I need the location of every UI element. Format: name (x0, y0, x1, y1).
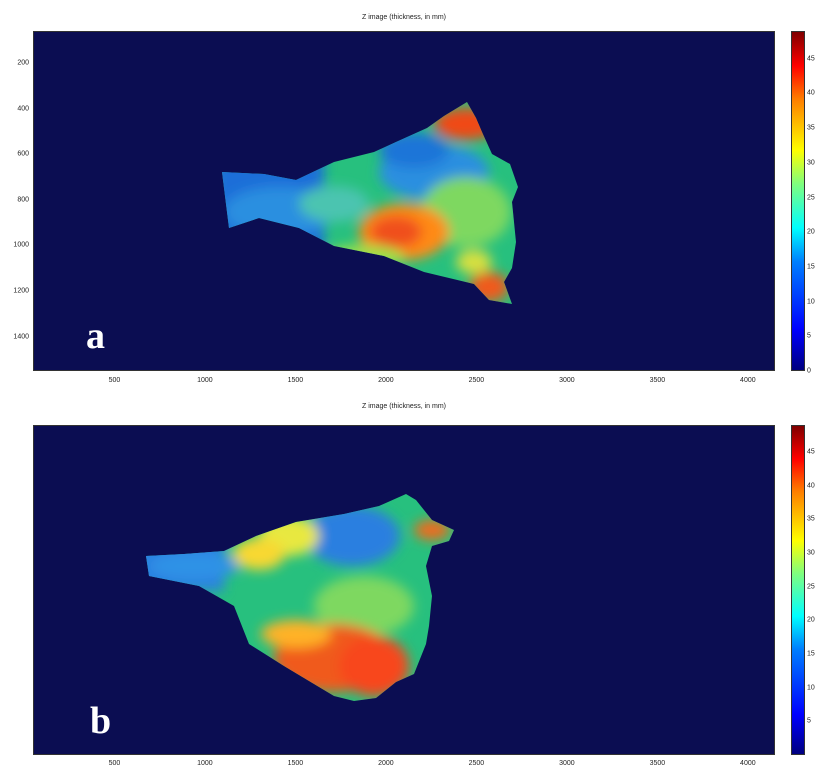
colorbar-tick-label: 0 (807, 367, 811, 375)
colorbar-tick-label: 10 (807, 298, 815, 306)
y-tick-label: 1200 (13, 287, 29, 295)
colorbar-tick-label: 40 (807, 482, 815, 490)
colorbar-tick-label: 35 (807, 515, 815, 523)
x-tick-label: 1000 (197, 760, 213, 767)
colorbar (791, 31, 805, 371)
x-tick-label: 2500 (468, 760, 485, 767)
colorbar-tick-label: 25 (807, 583, 815, 591)
x-tick-label: 1000 (197, 377, 213, 384)
colorbar-tick-label: 30 (807, 549, 815, 557)
y-tick-label: 400 (17, 105, 29, 113)
y-tick-label: 1400 (13, 333, 29, 341)
x-tick-label: 2000 (378, 377, 394, 384)
colorbar-tick-label: 5 (807, 717, 811, 725)
colorbar-tick-label: 45 (807, 55, 815, 63)
colorbar (791, 425, 805, 755)
x-tick-label: 500 (108, 760, 121, 767)
panel-label: a (86, 315, 105, 357)
x-tick-label: 2000 (378, 760, 394, 767)
colorbar-tick-label: 15 (807, 650, 815, 658)
y-tick-label: 600 (17, 150, 29, 158)
chart-title: Z image (thickness, in mm) (361, 403, 447, 410)
chart-title: Z image (thickness, in mm) (361, 14, 447, 21)
panel-label: b (90, 700, 112, 742)
x-tick-label: 1500 (287, 377, 304, 384)
x-tick-label: 3500 (649, 377, 666, 384)
colorbar-tick-label: 20 (807, 616, 815, 624)
colorbar-tick-label: 10 (807, 684, 815, 692)
x-tick-label: 500 (108, 377, 121, 384)
panel-b: Z image (thickness, in mm) (0, 388, 822, 777)
y-tick-label: 800 (17, 196, 29, 204)
thickness-map (222, 102, 518, 304)
y-tick-label: 200 (17, 59, 29, 67)
x-tick-label: 4000 (740, 377, 756, 384)
x-tick-label: 2500 (468, 377, 485, 384)
colorbar-tick-label: 45 (807, 448, 815, 456)
y-tick-label: 1000 (13, 241, 29, 249)
x-tick-label: 4000 (740, 760, 756, 767)
x-tick-label: 1500 (287, 760, 304, 767)
heatmap-plot: b (33, 425, 775, 755)
colorbar-tick-label: 40 (807, 89, 815, 97)
x-tick-label: 3500 (649, 760, 666, 767)
colorbar-tick-label: 15 (807, 263, 815, 271)
heatmap-plot: a (33, 31, 775, 371)
x-tick-label: 3000 (559, 760, 575, 767)
x-tick-label: 3000 (559, 377, 575, 384)
colorbar-tick-label: 30 (807, 159, 815, 167)
colorbar-tick-label: 35 (807, 124, 815, 132)
thickness-map (146, 494, 454, 701)
colorbar-tick-label: 20 (807, 228, 815, 236)
panel-a: Z image (thickness, in mm) (0, 0, 822, 388)
colorbar-tick-label: 25 (807, 194, 815, 202)
colorbar-tick-label: 5 (807, 332, 811, 340)
